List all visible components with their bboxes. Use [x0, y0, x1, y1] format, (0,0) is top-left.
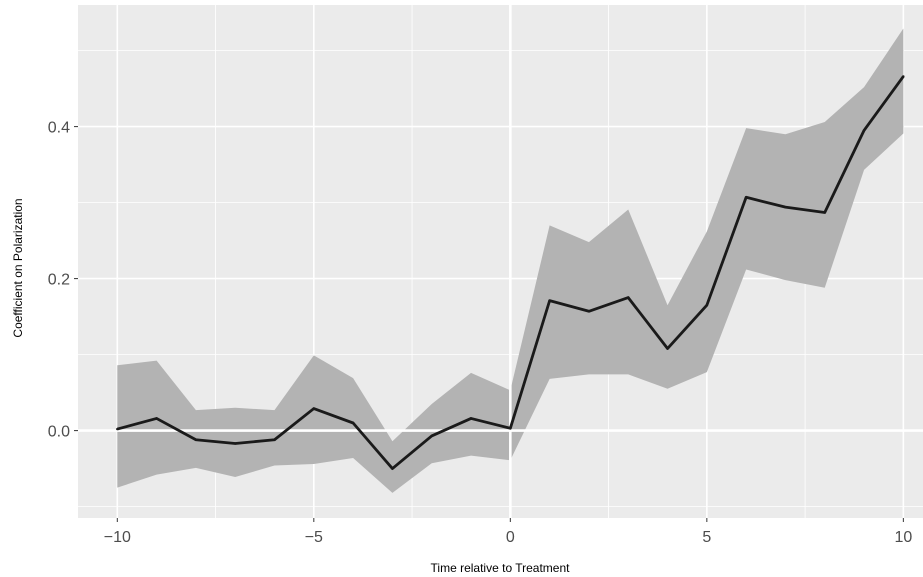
- data-point: [509, 427, 512, 430]
- data-point: [902, 75, 905, 78]
- data-point: [391, 467, 394, 470]
- data-point: [234, 442, 237, 445]
- data-point: [666, 347, 669, 350]
- data-point: [862, 129, 866, 132]
- data-point: [784, 205, 787, 209]
- x-tick-label: −10: [104, 529, 131, 546]
- data-point: [273, 438, 276, 441]
- x-tick-label: 0: [506, 529, 515, 546]
- x-axis-tick-labels: −10 −5 0 5 10: [104, 518, 912, 546]
- data-point: [627, 296, 630, 299]
- y-tick-label: 0.4: [48, 120, 70, 137]
- data-point: [351, 421, 355, 425]
- data-point: [587, 310, 591, 313]
- y-axis-tick-labels: 0.0 0.2 0.4: [48, 120, 78, 441]
- plot-panel: [78, 5, 923, 518]
- confidence-ribbon: [117, 28, 904, 493]
- x-tick-label: 5: [702, 529, 711, 546]
- y-axis-title: Coefficient on Polarization: [11, 198, 25, 337]
- y-tick-label: 0.0: [48, 424, 70, 441]
- x-tick-label: −5: [305, 529, 323, 546]
- data-point: [705, 304, 709, 307]
- data-point: [116, 427, 119, 431]
- data-point: [155, 417, 158, 420]
- x-axis-title: Time relative to Treatment: [431, 561, 571, 575]
- x-tick-label: 10: [894, 529, 912, 546]
- y-tick-label: 0.2: [48, 272, 70, 289]
- data-point: [548, 299, 551, 302]
- data-point: [744, 196, 748, 199]
- data-point: [194, 438, 198, 441]
- data-point: [312, 407, 316, 410]
- data-point: [469, 417, 473, 420]
- data-point: [430, 434, 433, 438]
- data-point: [823, 211, 826, 214]
